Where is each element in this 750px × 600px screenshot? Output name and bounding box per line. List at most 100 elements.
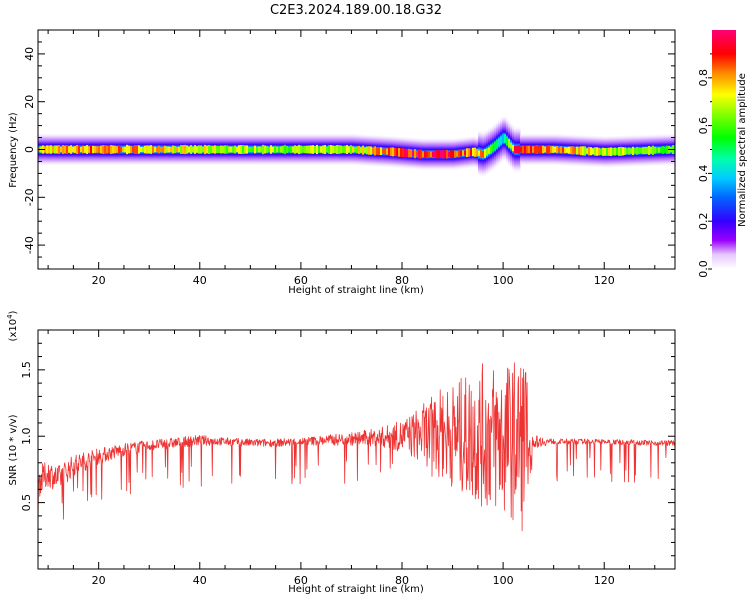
- ridge-core: [490, 144, 493, 154]
- ridge-core: [666, 145, 669, 154]
- ridge-core: [362, 145, 365, 155]
- ridge-core: [634, 148, 637, 154]
- ridge-core: [476, 148, 479, 157]
- x-tick-label: 20: [92, 574, 106, 587]
- ridge-core: [626, 148, 629, 155]
- snr-xlabel: Height of straight line (km): [288, 584, 424, 595]
- ridge-core: [512, 145, 515, 151]
- ridge-core: [366, 146, 369, 155]
- ridge-core: [250, 146, 253, 153]
- ridge-core: [630, 148, 633, 154]
- ridge-core: [436, 150, 439, 159]
- ridge-core: [46, 145, 49, 154]
- spectrogram-xlabel: Height of straight line (km): [288, 285, 424, 296]
- ridge-core: [292, 146, 295, 153]
- ridge-core: [98, 146, 101, 153]
- ridge-core: [334, 145, 337, 154]
- ridge-core: [608, 147, 611, 156]
- ridge-core: [344, 145, 347, 154]
- ridge-core: [280, 146, 283, 153]
- ridge-core: [544, 146, 547, 153]
- ridge-core: [352, 146, 355, 153]
- ridge-core: [320, 146, 323, 153]
- ridge-core: [524, 145, 527, 154]
- y-tick-label: 1.0: [20, 427, 33, 445]
- ridge-core: [54, 145, 57, 154]
- ridge-core: [350, 145, 353, 154]
- ridge-core: [602, 147, 605, 156]
- ridge-core: [460, 150, 463, 157]
- ridge-core: [182, 145, 185, 154]
- ridge-core: [68, 146, 71, 153]
- y-tick-label: 0.5: [20, 494, 33, 512]
- ridge-core: [200, 145, 203, 154]
- ridge-core: [410, 149, 413, 158]
- ridge-core: [170, 146, 173, 153]
- ridge-core: [356, 146, 359, 154]
- snr-panel: 20 40 60 80 100 120 0.5 1.0 1.5 Height of straig…: [6, 310, 676, 595]
- ridge-core: [44, 146, 47, 153]
- ridge-core: [596, 147, 599, 156]
- ridge-core: [328, 145, 331, 154]
- ridge-core: [656, 147, 659, 153]
- ridge-core: [612, 147, 615, 156]
- ridge-core: [238, 145, 241, 154]
- ridge-core: [646, 147, 649, 154]
- ridge-core: [466, 148, 469, 158]
- colorbar-tick-label: 0.0: [697, 260, 710, 278]
- ridge-core: [560, 146, 563, 154]
- x-tick-label: 120: [594, 574, 615, 587]
- ridge-core: [84, 146, 87, 153]
- ridge-core: [144, 145, 147, 154]
- ridge-core: [128, 145, 131, 154]
- ridge-core: [416, 151, 419, 157]
- ridge-core: [112, 145, 115, 154]
- ridge-core: [456, 151, 459, 157]
- ridge-core: [82, 145, 85, 154]
- ridge-core: [218, 146, 221, 153]
- ridge-core: [430, 151, 433, 157]
- ridge-core: [224, 145, 227, 154]
- ridge-core: [454, 150, 457, 158]
- x-tick-label: 100: [493, 574, 514, 587]
- ridge-core: [164, 145, 167, 154]
- ridge-core: [228, 146, 231, 153]
- ridge-core: [260, 146, 263, 153]
- x-tick-label: 80: [395, 274, 409, 287]
- ridge-core: [96, 146, 99, 153]
- ridge-core: [286, 146, 289, 153]
- ridge-core: [336, 145, 339, 154]
- ridge-core: [650, 146, 653, 154]
- ridge-core: [138, 145, 141, 154]
- ridge-core: [382, 148, 385, 154]
- ridge-core: [558, 146, 561, 153]
- ridge-core: [110, 144, 113, 155]
- ridge-core: [412, 150, 415, 157]
- ridge-core: [474, 147, 477, 157]
- ridge-core: [568, 146, 571, 154]
- ridge-core: [470, 148, 473, 156]
- ridge-core: [294, 145, 297, 154]
- x-tick-label: 40: [193, 274, 207, 287]
- ridge-core: [606, 147, 609, 156]
- ridge-core: [642, 147, 645, 155]
- ridge-core: [134, 145, 137, 154]
- ridge-core: [212, 145, 215, 154]
- ridge-core: [480, 149, 483, 158]
- ridge-core: [214, 145, 217, 154]
- ridge-core: [368, 146, 371, 155]
- ridge-core: [614, 147, 617, 156]
- ridge-core: [418, 149, 421, 159]
- snr-series-line: [38, 362, 675, 532]
- ridge-core: [270, 145, 273, 154]
- ridge-core: [658, 147, 661, 153]
- ridge-core: [598, 147, 601, 156]
- ridge-core: [332, 145, 335, 154]
- ridge-core: [130, 146, 133, 153]
- ridge-core: [434, 150, 437, 158]
- ridge-core: [640, 148, 643, 154]
- ridge-core: [386, 148, 389, 155]
- ridge-core: [58, 145, 61, 154]
- ridge-core: [124, 146, 127, 153]
- ridge-core: [92, 145, 95, 154]
